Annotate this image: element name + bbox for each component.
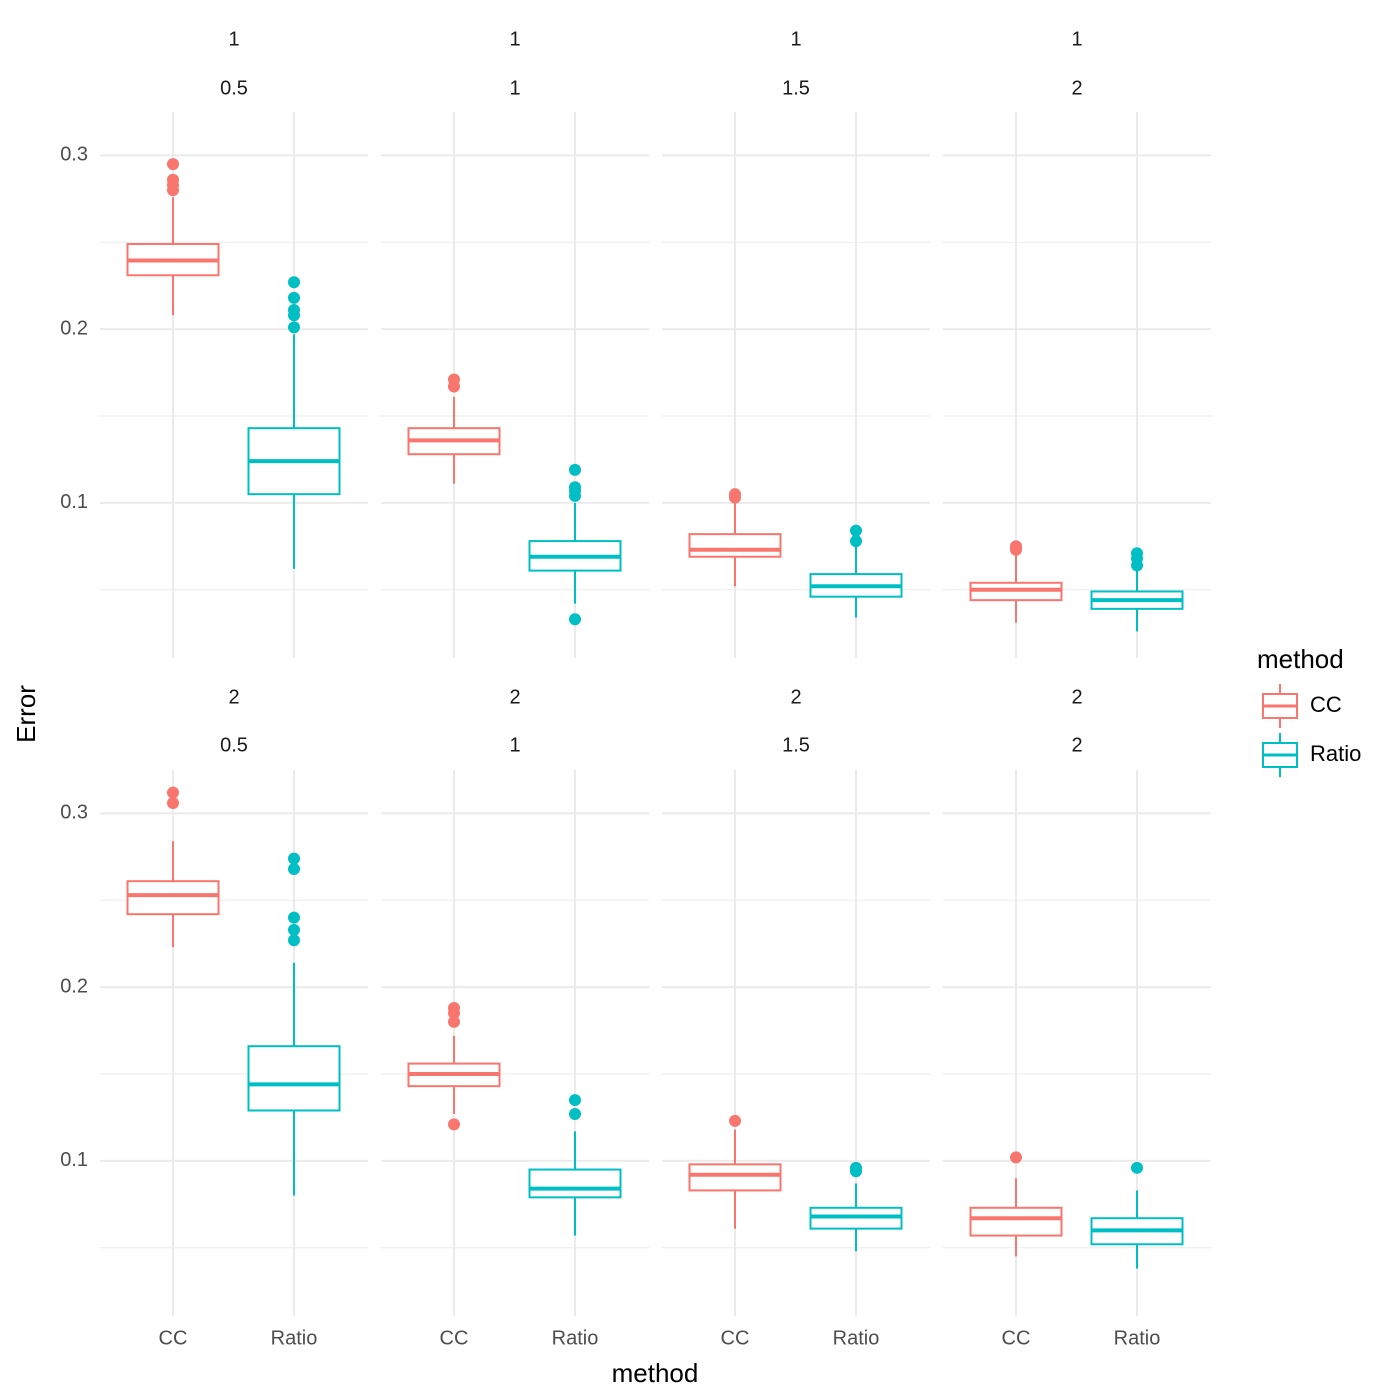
outlier [288,934,300,947]
x-tick-label: Ratio [833,1327,880,1349]
box-body [688,1163,782,1192]
box [126,158,220,316]
outlier [167,184,179,197]
outlier [850,524,862,537]
strip-label: 2 [1071,77,1082,99]
strip-label: 2 [509,686,520,708]
outlier [288,923,300,936]
y-tick-label: 0.2 [60,975,88,997]
outlier [288,852,300,865]
x-tick-label: Ratio [552,1327,599,1349]
outlier [167,786,179,799]
marks [126,158,1184,1269]
strip-label: 0.5 [220,77,248,99]
legend-title: method [1257,644,1344,674]
box [247,852,341,1196]
box-body [528,1168,622,1199]
outlier [288,863,300,876]
outlier [569,613,581,626]
strip-label: 1 [1071,28,1082,50]
strip-label: 2 [1071,734,1082,756]
box [809,524,903,618]
x-tick-label: CC [440,1327,469,1349]
x-tick-label: Ratio [271,1327,318,1349]
box [688,488,782,587]
x-tick-label: CC [721,1327,750,1349]
outlier [448,1015,460,1028]
box-body [688,533,782,558]
outlier [850,1165,862,1178]
outlier [1131,1161,1143,1174]
outlier [288,321,300,334]
box [809,1161,903,1252]
legend-label: Ratio [1310,741,1361,766]
legend-key [1262,733,1298,777]
outlier [1010,1151,1022,1164]
box-body [126,880,220,916]
box-body [247,1045,341,1112]
box [528,1094,622,1236]
strip-label: 2 [228,686,239,708]
box [1090,1161,1184,1269]
outlier [448,380,460,393]
outlier [850,535,862,548]
outlier [729,491,741,504]
grid [100,112,1211,1316]
legend-key [1262,684,1298,728]
strip-label: 1 [509,28,520,50]
outlier [288,291,300,304]
outlier [729,1114,741,1127]
outlier [1131,559,1143,572]
outlier [167,158,179,171]
outlier [448,1007,460,1020]
outlier [569,463,581,476]
outlier [569,1094,581,1107]
box [126,786,220,948]
outlier [569,489,581,502]
y-tick-label: 0.1 [60,491,88,513]
y-axis-title: Error [11,685,41,743]
outlier [569,1107,581,1120]
y-tick-label: 0.1 [60,1149,88,1171]
x-tick-label: Ratio [1114,1327,1161,1349]
outlier [448,1118,460,1131]
outlier [167,797,179,810]
x-tick-label: CC [1002,1327,1031,1349]
box-body [969,1206,1063,1237]
box [247,276,341,569]
strip-label: 1 [509,734,520,756]
strip-label: 2 [1071,686,1082,708]
box [688,1114,782,1229]
x-axis-title: method [612,1358,699,1388]
y-tick-label: 0.3 [60,144,88,166]
box [969,1151,1063,1257]
outlier [1010,543,1022,556]
x-tick-label: CC [159,1327,188,1349]
outlier [288,276,300,289]
strip-label: 1 [228,28,239,50]
box [1090,547,1184,632]
strip-label: 1 [790,28,801,50]
outlier [288,911,300,924]
box [528,463,622,626]
box [407,373,501,484]
strip-label: 1.5 [782,77,810,99]
box [407,1001,501,1131]
box [969,540,1063,623]
strip-label: 2 [790,686,801,708]
y-tick-label: 0.3 [60,802,88,824]
y-tick-label: 0.2 [60,317,88,339]
legend-label: CC [1310,692,1342,717]
outlier [288,309,300,322]
strip-label: 0.5 [220,734,248,756]
strip-label: 1.5 [782,734,810,756]
strip-label: 1 [509,77,520,99]
